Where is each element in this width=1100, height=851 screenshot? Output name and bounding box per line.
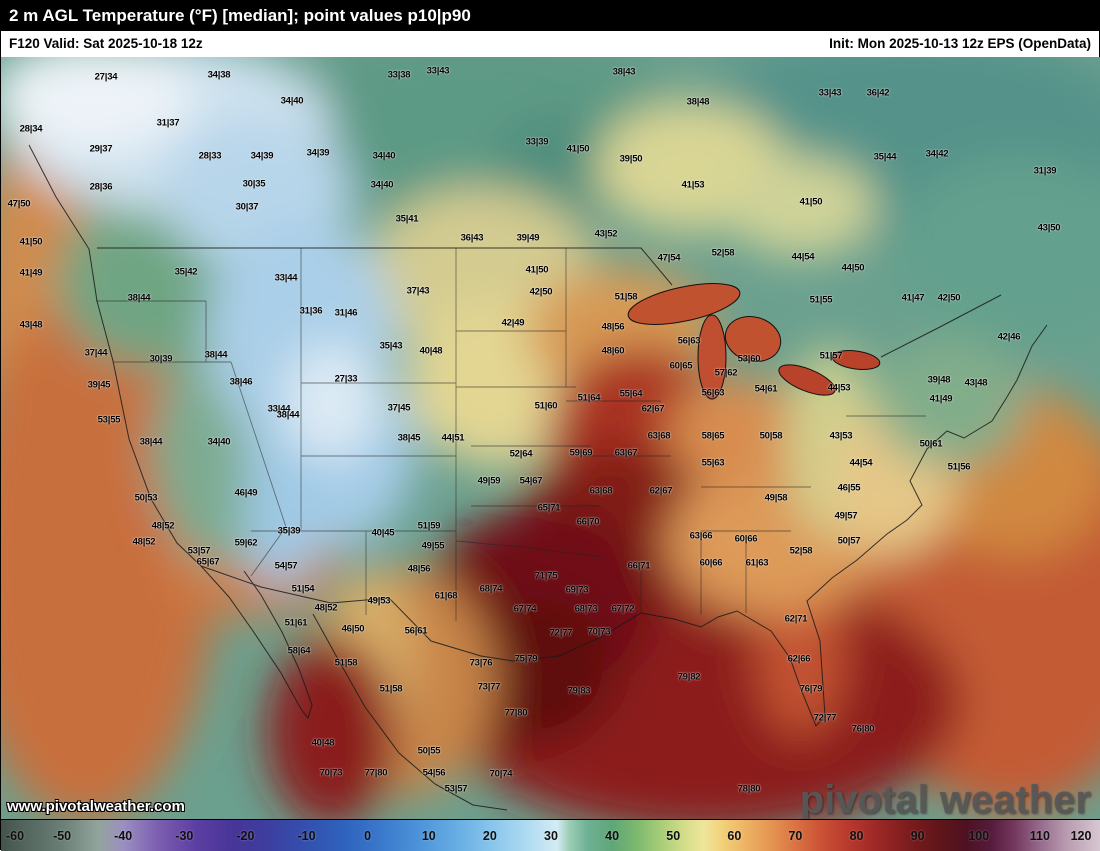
colorbar-tick: -40 — [114, 828, 133, 843]
valid-time-label: F120 Valid: Sat 2025-10-18 12z — [9, 36, 203, 51]
watermark-url: www.pivotalweather.com — [7, 798, 185, 815]
colorbar-tick: 30 — [544, 828, 558, 843]
temperature-color-blobs — [1, 57, 1100, 819]
colorbar-tick: -50 — [53, 828, 72, 843]
colorbar-tick: -20 — [236, 828, 255, 843]
map-title: 2 m AGL Temperature (°F) [median]; point… — [9, 6, 471, 25]
colorbar-tick: 80 — [849, 828, 864, 843]
great-lakes — [627, 283, 881, 400]
colorbar-tick: -60 — [5, 828, 25, 843]
temperature-map[interactable]: 27|34 34|38 33|38 33|43 38|43 38|48 33|43 36|42… — [1, 57, 1100, 819]
state-borders — [96, 248, 926, 621]
colorbar-tick: 70 — [788, 828, 803, 843]
colorbar-tick: 10 — [421, 828, 436, 843]
colorbar-tick: 20 — [482, 828, 497, 843]
subtitle-bar: F120 Valid: Sat 2025-10-18 12z Init: Mon… — [1, 31, 1099, 57]
colorbar-tick: 100 — [968, 828, 990, 843]
colorbar-tick: -30 — [175, 828, 194, 843]
colorbar-tick: 120 — [1070, 828, 1092, 843]
colorbar-tick: 110 — [1029, 828, 1050, 843]
title-bar: 2 m AGL Temperature (°F) [median]; point… — [1, 1, 1099, 31]
colorbar-tick: 60 — [727, 828, 742, 843]
temperature-colorbar: -60 -50 -40 -30 -20 -10 0 10 20 30 40 50 60 70 80 90 100… — [1, 819, 1100, 851]
colorbar-tick: 90 — [910, 828, 925, 843]
colorbar-tick: 50 — [666, 828, 681, 843]
colorbar-tick: 0 — [364, 828, 372, 843]
pivotal-weather-logo: pivotal weather — [799, 778, 1091, 819]
init-time-label: Init: Mon 2025-10-13 12z EPS (OpenData) — [829, 36, 1091, 51]
temperature-field — [1, 57, 1100, 819]
map-borders — [28, 144, 1048, 811]
colorbar-tick: -10 — [297, 828, 316, 843]
colorbar-tick: 40 — [605, 828, 620, 843]
